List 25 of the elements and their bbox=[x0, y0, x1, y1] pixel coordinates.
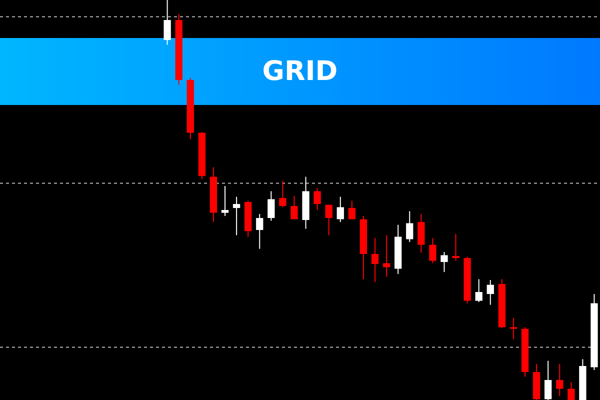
candlestick bbox=[544, 360, 552, 400]
candlestick bbox=[440, 252, 448, 272]
candlestick bbox=[336, 196, 344, 222]
candlestick bbox=[256, 214, 264, 250]
candlestick bbox=[325, 204, 332, 236]
candlestick bbox=[418, 214, 425, 254]
candlestick bbox=[232, 196, 240, 236]
title-banner: GRID bbox=[0, 38, 600, 105]
candlestick bbox=[452, 234, 460, 262]
candlestick bbox=[164, 0, 171, 46]
candlestick bbox=[314, 188, 321, 210]
candlestick bbox=[290, 196, 298, 220]
candlestick bbox=[268, 190, 275, 222]
candlestick bbox=[382, 234, 390, 278]
candlestick bbox=[371, 238, 379, 282]
candlestick bbox=[406, 210, 414, 242]
candlestick bbox=[221, 186, 229, 216]
candlestick bbox=[568, 382, 575, 400]
candlestick bbox=[348, 200, 356, 220]
candlestick bbox=[429, 238, 436, 264]
candlestick bbox=[279, 180, 286, 208]
candlestick bbox=[486, 280, 494, 306]
candlestick bbox=[510, 318, 518, 340]
candlestick bbox=[556, 364, 564, 396]
candlestick bbox=[475, 278, 482, 302]
